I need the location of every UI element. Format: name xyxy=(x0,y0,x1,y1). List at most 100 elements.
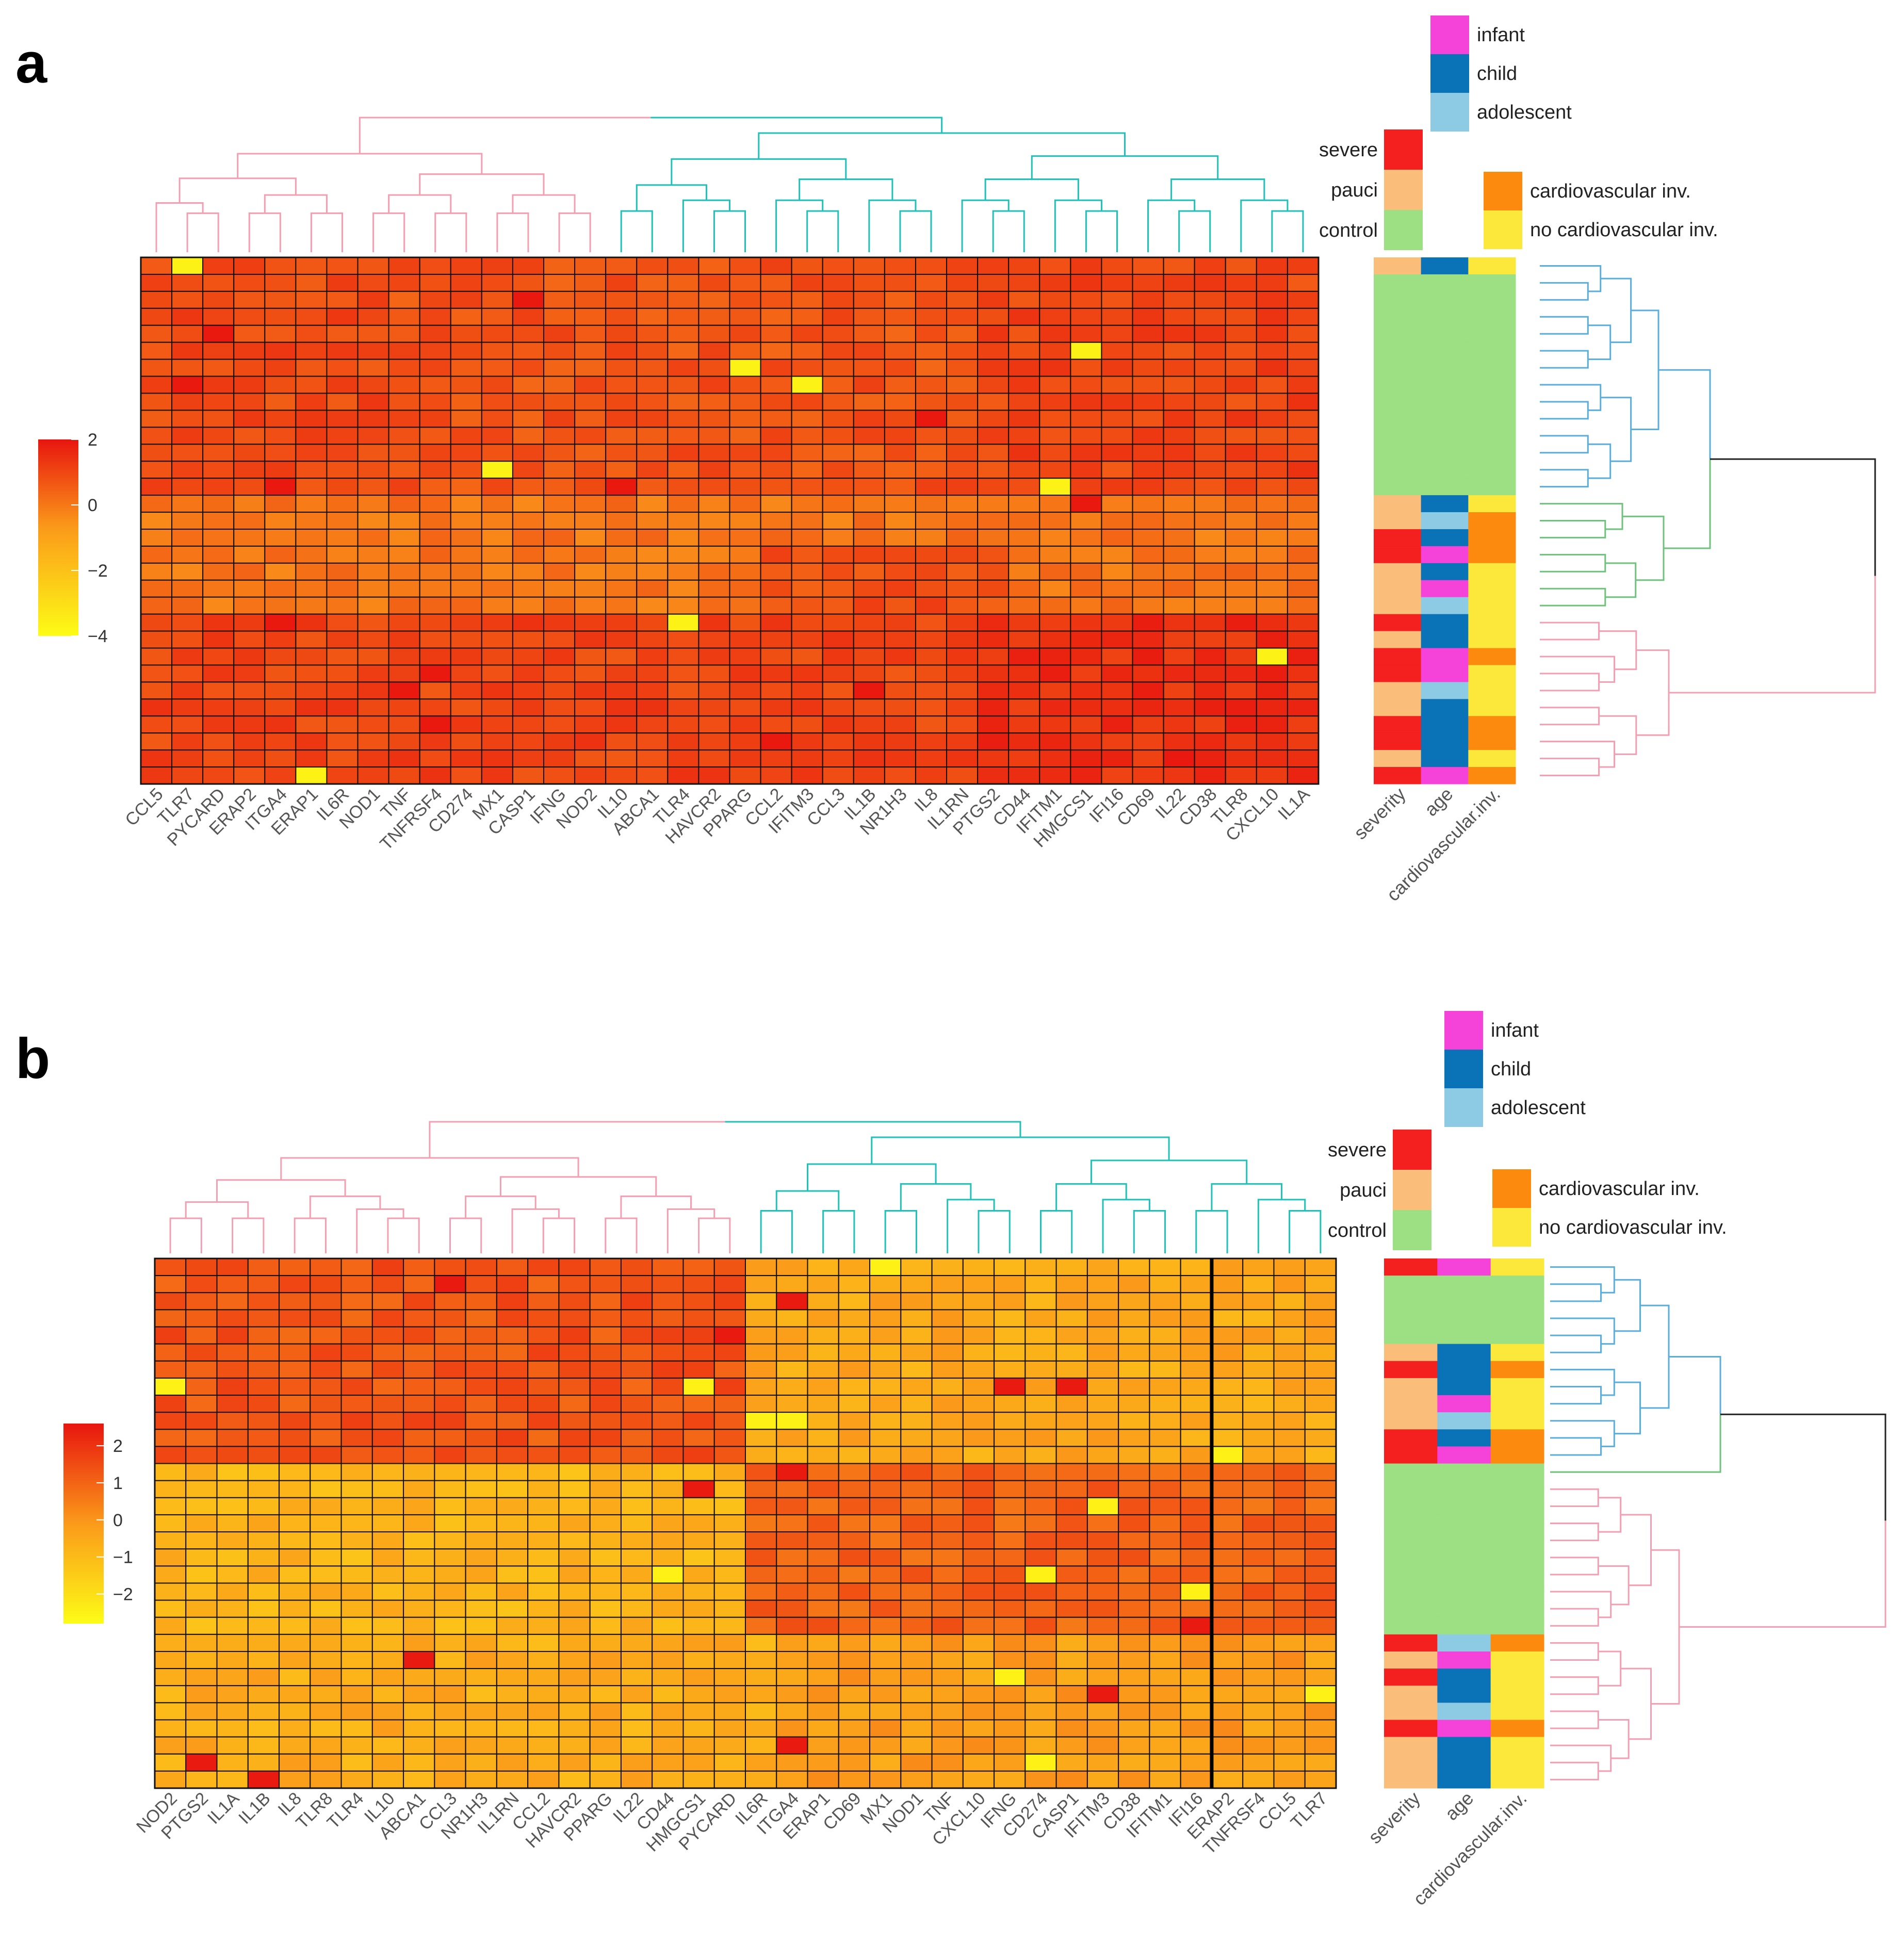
heatmap-cell xyxy=(1242,1326,1275,1345)
heatmap-cell xyxy=(1256,478,1288,496)
heatmap-cell xyxy=(1304,1650,1337,1670)
heatmap-cell xyxy=(962,1258,995,1277)
heatmap-cell xyxy=(434,1377,466,1396)
heatmap-cell xyxy=(652,1343,684,1362)
heatmap-cell xyxy=(1101,732,1133,751)
heatmap-cell xyxy=(962,1326,995,1345)
heatmap-cell xyxy=(652,1736,684,1755)
heatmap-cell xyxy=(698,410,730,428)
heatmap-cell xyxy=(434,1258,466,1277)
heatmap-cell xyxy=(140,341,173,360)
heatmap-cell xyxy=(1304,1377,1337,1396)
heatmap-cell xyxy=(1149,1429,1181,1447)
heatmap-cell xyxy=(247,1412,280,1430)
heatmap-cell xyxy=(900,1480,933,1498)
heatmap-cell xyxy=(776,1702,808,1721)
annotation-cell xyxy=(1437,1412,1491,1430)
heatmap-cell xyxy=(900,1753,933,1772)
heatmap-cell xyxy=(357,307,389,326)
heatmap-cell xyxy=(357,273,389,292)
heatmap-cell xyxy=(1242,1514,1275,1533)
heatmap-cell xyxy=(450,290,482,309)
heatmap-cell xyxy=(154,1514,187,1533)
heatmap-cell xyxy=(931,1650,964,1670)
heatmap-cell xyxy=(419,562,451,581)
heatmap-cell xyxy=(371,1497,404,1515)
heatmap-cell xyxy=(371,1650,404,1670)
heatmap-cell xyxy=(1039,613,1071,632)
heatmap-cell xyxy=(1180,1736,1212,1755)
heatmap-cell xyxy=(713,1514,746,1533)
heatmap-cell xyxy=(357,257,389,275)
heatmap-cell xyxy=(558,1360,591,1379)
annotation-cell xyxy=(1437,1446,1491,1464)
heatmap-cell xyxy=(884,273,916,292)
color-scale-a: 20−2−4 xyxy=(38,430,108,646)
heatmap-cell xyxy=(481,341,513,360)
heatmap-cell xyxy=(371,1463,404,1481)
heatmap-cell xyxy=(1211,1668,1244,1687)
heatmap-cell xyxy=(682,1565,715,1584)
heatmap-cell xyxy=(946,273,979,292)
heatmap-cell xyxy=(1304,1599,1337,1618)
heatmap-cell xyxy=(776,1480,808,1498)
heatmap-cell xyxy=(1008,427,1040,445)
heatmap-cell xyxy=(698,495,730,513)
heatmap-cell xyxy=(962,1446,995,1464)
heatmap-cell xyxy=(807,1685,839,1704)
dendrogram-branch xyxy=(499,1176,657,1197)
heatmap-cell xyxy=(527,1446,560,1464)
annotation-cell xyxy=(1421,614,1469,632)
heatmap-cell xyxy=(1242,1258,1275,1277)
heatmap-cell xyxy=(1149,1292,1181,1311)
heatmap-cell xyxy=(1024,1480,1057,1498)
heatmap-cell xyxy=(1070,596,1102,615)
heatmap-cell xyxy=(216,1326,249,1345)
heatmap-cell xyxy=(403,1343,435,1362)
heatmap-cell xyxy=(977,579,1010,598)
annotation-cell xyxy=(1468,359,1516,377)
heatmap-cell xyxy=(574,732,607,751)
heatmap-cell xyxy=(822,427,854,445)
heatmap-cell xyxy=(171,393,204,411)
heatmap-cell xyxy=(869,1326,902,1345)
annotation-cell xyxy=(1374,308,1422,326)
heatmap-cell xyxy=(838,1292,871,1311)
heatmap-cell xyxy=(946,478,979,496)
heatmap-cell xyxy=(962,1736,995,1755)
heatmap-cell xyxy=(1304,1702,1337,1721)
heatmap-cell xyxy=(620,1258,653,1277)
heatmap-cell xyxy=(1008,766,1040,785)
heatmap-cell xyxy=(216,1685,249,1704)
heatmap-cell xyxy=(636,324,669,343)
heatmap-cell xyxy=(915,647,948,666)
heatmap-cell xyxy=(465,1668,497,1687)
heatmap-cell xyxy=(247,1446,280,1464)
heatmap-cell xyxy=(636,715,669,734)
heatmap-cell xyxy=(403,1753,435,1772)
heatmap-cell xyxy=(1070,732,1102,751)
dendrogram-branch xyxy=(419,173,545,195)
dendrogram-branch xyxy=(620,1195,692,1219)
heatmap-cell xyxy=(1163,410,1195,428)
heatmap-cell xyxy=(481,427,513,445)
heatmap-cell xyxy=(1211,1548,1244,1567)
heatmap-cell xyxy=(994,1702,1026,1721)
heatmap-cell xyxy=(1039,579,1071,598)
heatmap-cell xyxy=(481,562,513,581)
heatmap-cell xyxy=(994,1599,1026,1618)
annotation-column-label: severity xyxy=(1349,783,1410,844)
heatmap-cell xyxy=(202,290,235,309)
heatmap-cell xyxy=(1024,1360,1057,1379)
heatmap-cell xyxy=(838,1616,871,1635)
heatmap-cell xyxy=(543,732,576,751)
heatmap-cell xyxy=(340,1668,373,1687)
annotation-cell xyxy=(1374,512,1422,530)
annotation-cell xyxy=(1437,1275,1491,1293)
annotation-cell xyxy=(1421,631,1469,649)
heatmap-cell xyxy=(216,1497,249,1515)
heatmap-cell xyxy=(202,427,235,445)
annotation-cell xyxy=(1490,1446,1544,1464)
dendrogram-branch xyxy=(1054,199,1102,252)
